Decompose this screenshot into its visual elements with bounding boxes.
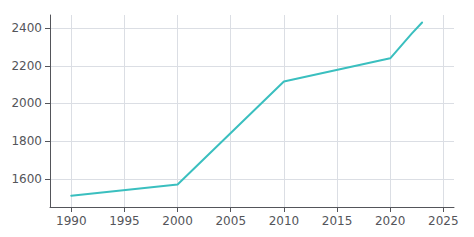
- svg-text:2015: 2015: [322, 214, 353, 228]
- svg-text:2010: 2010: [269, 214, 300, 228]
- svg-text:1990: 1990: [56, 214, 87, 228]
- svg-text:2000: 2000: [162, 214, 193, 228]
- svg-text:2000: 2000: [11, 96, 42, 110]
- svg-text:1995: 1995: [109, 214, 140, 228]
- svg-text:2005: 2005: [215, 214, 246, 228]
- svg-text:1600: 1600: [11, 172, 42, 186]
- svg-text:2025: 2025: [428, 214, 459, 228]
- svg-text:2200: 2200: [11, 59, 42, 73]
- svg-text:1800: 1800: [11, 134, 42, 148]
- svg-text:2400: 2400: [11, 21, 42, 35]
- svg-text:2020: 2020: [375, 214, 406, 228]
